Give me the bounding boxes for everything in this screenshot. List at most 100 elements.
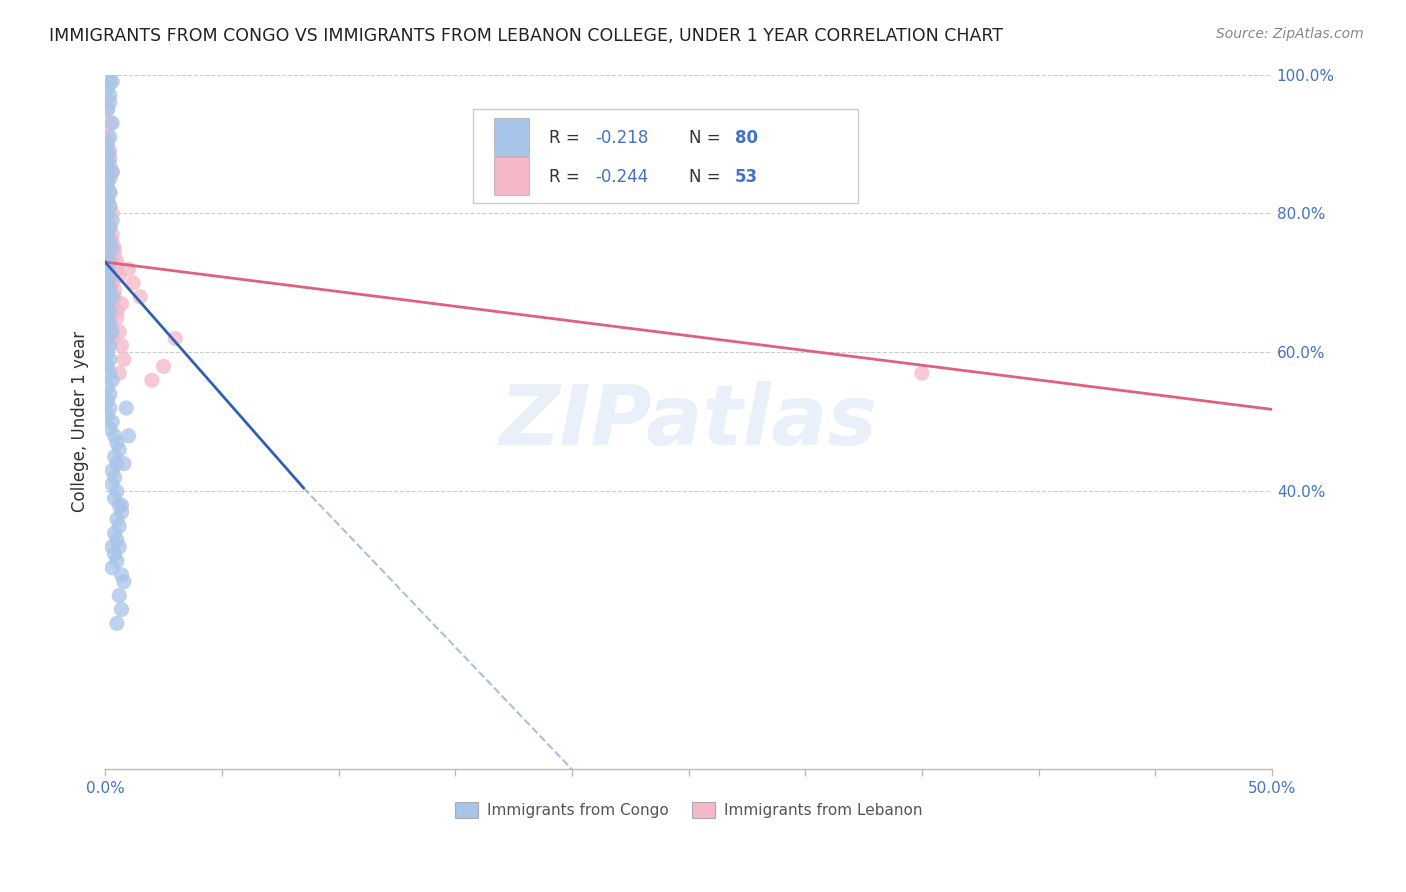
Point bbox=[103, 491, 125, 506]
Point bbox=[98, 276, 121, 290]
Point bbox=[98, 268, 121, 283]
Point bbox=[98, 130, 121, 145]
Point bbox=[96, 206, 118, 220]
Point bbox=[96, 102, 118, 116]
Point bbox=[112, 574, 135, 589]
Point bbox=[101, 234, 124, 248]
Point bbox=[96, 158, 118, 172]
Point bbox=[98, 255, 121, 269]
Point bbox=[96, 171, 118, 186]
Point bbox=[98, 318, 121, 332]
Point bbox=[103, 241, 125, 255]
Point bbox=[103, 429, 125, 443]
Point bbox=[96, 178, 118, 193]
Point bbox=[101, 540, 124, 554]
Point bbox=[110, 505, 132, 519]
Point bbox=[98, 255, 121, 269]
Point bbox=[108, 498, 131, 512]
Point bbox=[110, 297, 132, 311]
Point bbox=[96, 345, 118, 359]
Point bbox=[98, 352, 121, 367]
Text: N =: N = bbox=[689, 169, 725, 186]
Point bbox=[101, 268, 124, 283]
Point bbox=[98, 200, 121, 214]
Point bbox=[98, 151, 121, 165]
Point bbox=[98, 338, 121, 352]
Y-axis label: College, Under 1 year: College, Under 1 year bbox=[72, 331, 89, 513]
Point bbox=[103, 470, 125, 484]
Point bbox=[96, 81, 118, 95]
Point bbox=[96, 359, 118, 374]
Point bbox=[96, 151, 118, 165]
Point bbox=[98, 290, 121, 304]
Point bbox=[98, 422, 121, 436]
Point bbox=[98, 325, 121, 339]
Point bbox=[103, 283, 125, 297]
FancyBboxPatch shape bbox=[472, 109, 858, 203]
Point bbox=[101, 297, 124, 311]
Point bbox=[96, 262, 118, 277]
Text: 80: 80 bbox=[735, 129, 758, 147]
Point bbox=[105, 435, 128, 450]
Point bbox=[98, 186, 121, 200]
Point bbox=[98, 387, 121, 401]
Point bbox=[105, 310, 128, 325]
Point bbox=[110, 602, 132, 616]
Point bbox=[98, 310, 121, 325]
Point bbox=[103, 450, 125, 464]
Point bbox=[96, 283, 118, 297]
FancyBboxPatch shape bbox=[494, 156, 529, 194]
Point bbox=[108, 366, 131, 380]
Point bbox=[96, 394, 118, 409]
Point bbox=[101, 415, 124, 429]
Text: 53: 53 bbox=[735, 169, 758, 186]
Point bbox=[101, 464, 124, 478]
Point bbox=[110, 498, 132, 512]
Point bbox=[122, 276, 145, 290]
Point bbox=[141, 373, 163, 387]
Point bbox=[96, 380, 118, 394]
Text: ZIPatlas: ZIPatlas bbox=[499, 382, 877, 462]
Point bbox=[103, 248, 125, 262]
Text: R =: R = bbox=[548, 129, 585, 147]
Point bbox=[105, 255, 128, 269]
Point bbox=[98, 283, 121, 297]
Point bbox=[115, 401, 138, 415]
Text: -0.244: -0.244 bbox=[595, 169, 648, 186]
Point bbox=[105, 484, 128, 499]
Point bbox=[101, 373, 124, 387]
Point bbox=[98, 88, 121, 103]
Point bbox=[96, 227, 118, 242]
Point bbox=[96, 332, 118, 346]
Point bbox=[101, 74, 124, 88]
Point bbox=[98, 303, 121, 318]
Point bbox=[101, 477, 124, 491]
Point bbox=[110, 567, 132, 582]
FancyBboxPatch shape bbox=[494, 118, 529, 156]
Point bbox=[101, 116, 124, 130]
Point bbox=[105, 303, 128, 318]
Point bbox=[96, 193, 118, 207]
Point bbox=[103, 290, 125, 304]
Point bbox=[117, 262, 139, 277]
Point bbox=[108, 442, 131, 457]
Point bbox=[98, 234, 121, 248]
Point bbox=[105, 616, 128, 631]
Point bbox=[98, 241, 121, 255]
Text: R =: R = bbox=[548, 169, 585, 186]
Point bbox=[101, 165, 124, 179]
Point bbox=[96, 193, 118, 207]
Point bbox=[105, 533, 128, 547]
Point bbox=[101, 325, 124, 339]
Point bbox=[105, 457, 128, 471]
Point bbox=[911, 366, 934, 380]
Point bbox=[96, 136, 118, 151]
Point bbox=[108, 325, 131, 339]
Text: IMMIGRANTS FROM CONGO VS IMMIGRANTS FROM LEBANON COLLEGE, UNDER 1 YEAR CORRELATI: IMMIGRANTS FROM CONGO VS IMMIGRANTS FROM… bbox=[49, 27, 1004, 45]
Point bbox=[98, 74, 121, 88]
Point bbox=[165, 332, 187, 346]
Point bbox=[96, 130, 118, 145]
Point bbox=[129, 290, 152, 304]
Point bbox=[96, 262, 118, 277]
Point bbox=[101, 290, 124, 304]
